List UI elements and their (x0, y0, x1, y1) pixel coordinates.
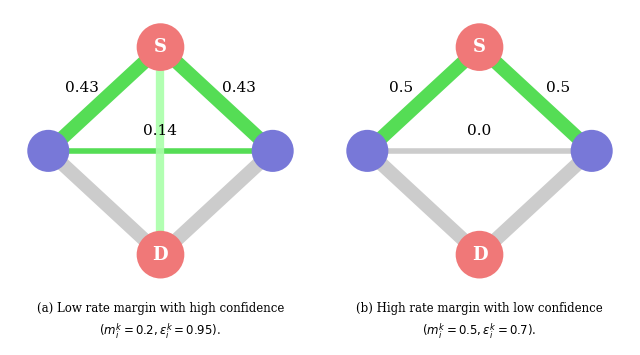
Text: 0.5: 0.5 (546, 81, 570, 95)
Text: $(m_i^k = 0.5,\epsilon_i^k = 0.7)$.: $(m_i^k = 0.5,\epsilon_i^k = 0.7)$. (422, 322, 537, 342)
Circle shape (346, 130, 388, 172)
Circle shape (456, 23, 503, 71)
Circle shape (571, 130, 612, 172)
Text: 0.5: 0.5 (389, 81, 413, 95)
Text: S: S (473, 38, 486, 56)
Text: 0.43: 0.43 (65, 81, 99, 95)
Text: 0.0: 0.0 (467, 124, 492, 138)
Text: 0.14: 0.14 (143, 124, 177, 138)
Circle shape (456, 231, 503, 278)
Text: D: D (153, 246, 168, 264)
Text: S: S (154, 38, 167, 56)
Circle shape (137, 231, 184, 278)
Text: $(m_i^k = 0.2,\epsilon_i^k = 0.95)$.: $(m_i^k = 0.2,\epsilon_i^k = 0.95)$. (99, 322, 221, 342)
Text: 0.43: 0.43 (222, 81, 256, 95)
Text: (b) High rate margin with low confidence: (b) High rate margin with low confidence (356, 302, 603, 315)
Text: (a) Low rate margin with high confidence: (a) Low rate margin with high confidence (37, 302, 284, 315)
Text: D: D (472, 246, 487, 264)
Circle shape (28, 130, 69, 172)
Circle shape (137, 23, 184, 71)
Circle shape (252, 130, 294, 172)
